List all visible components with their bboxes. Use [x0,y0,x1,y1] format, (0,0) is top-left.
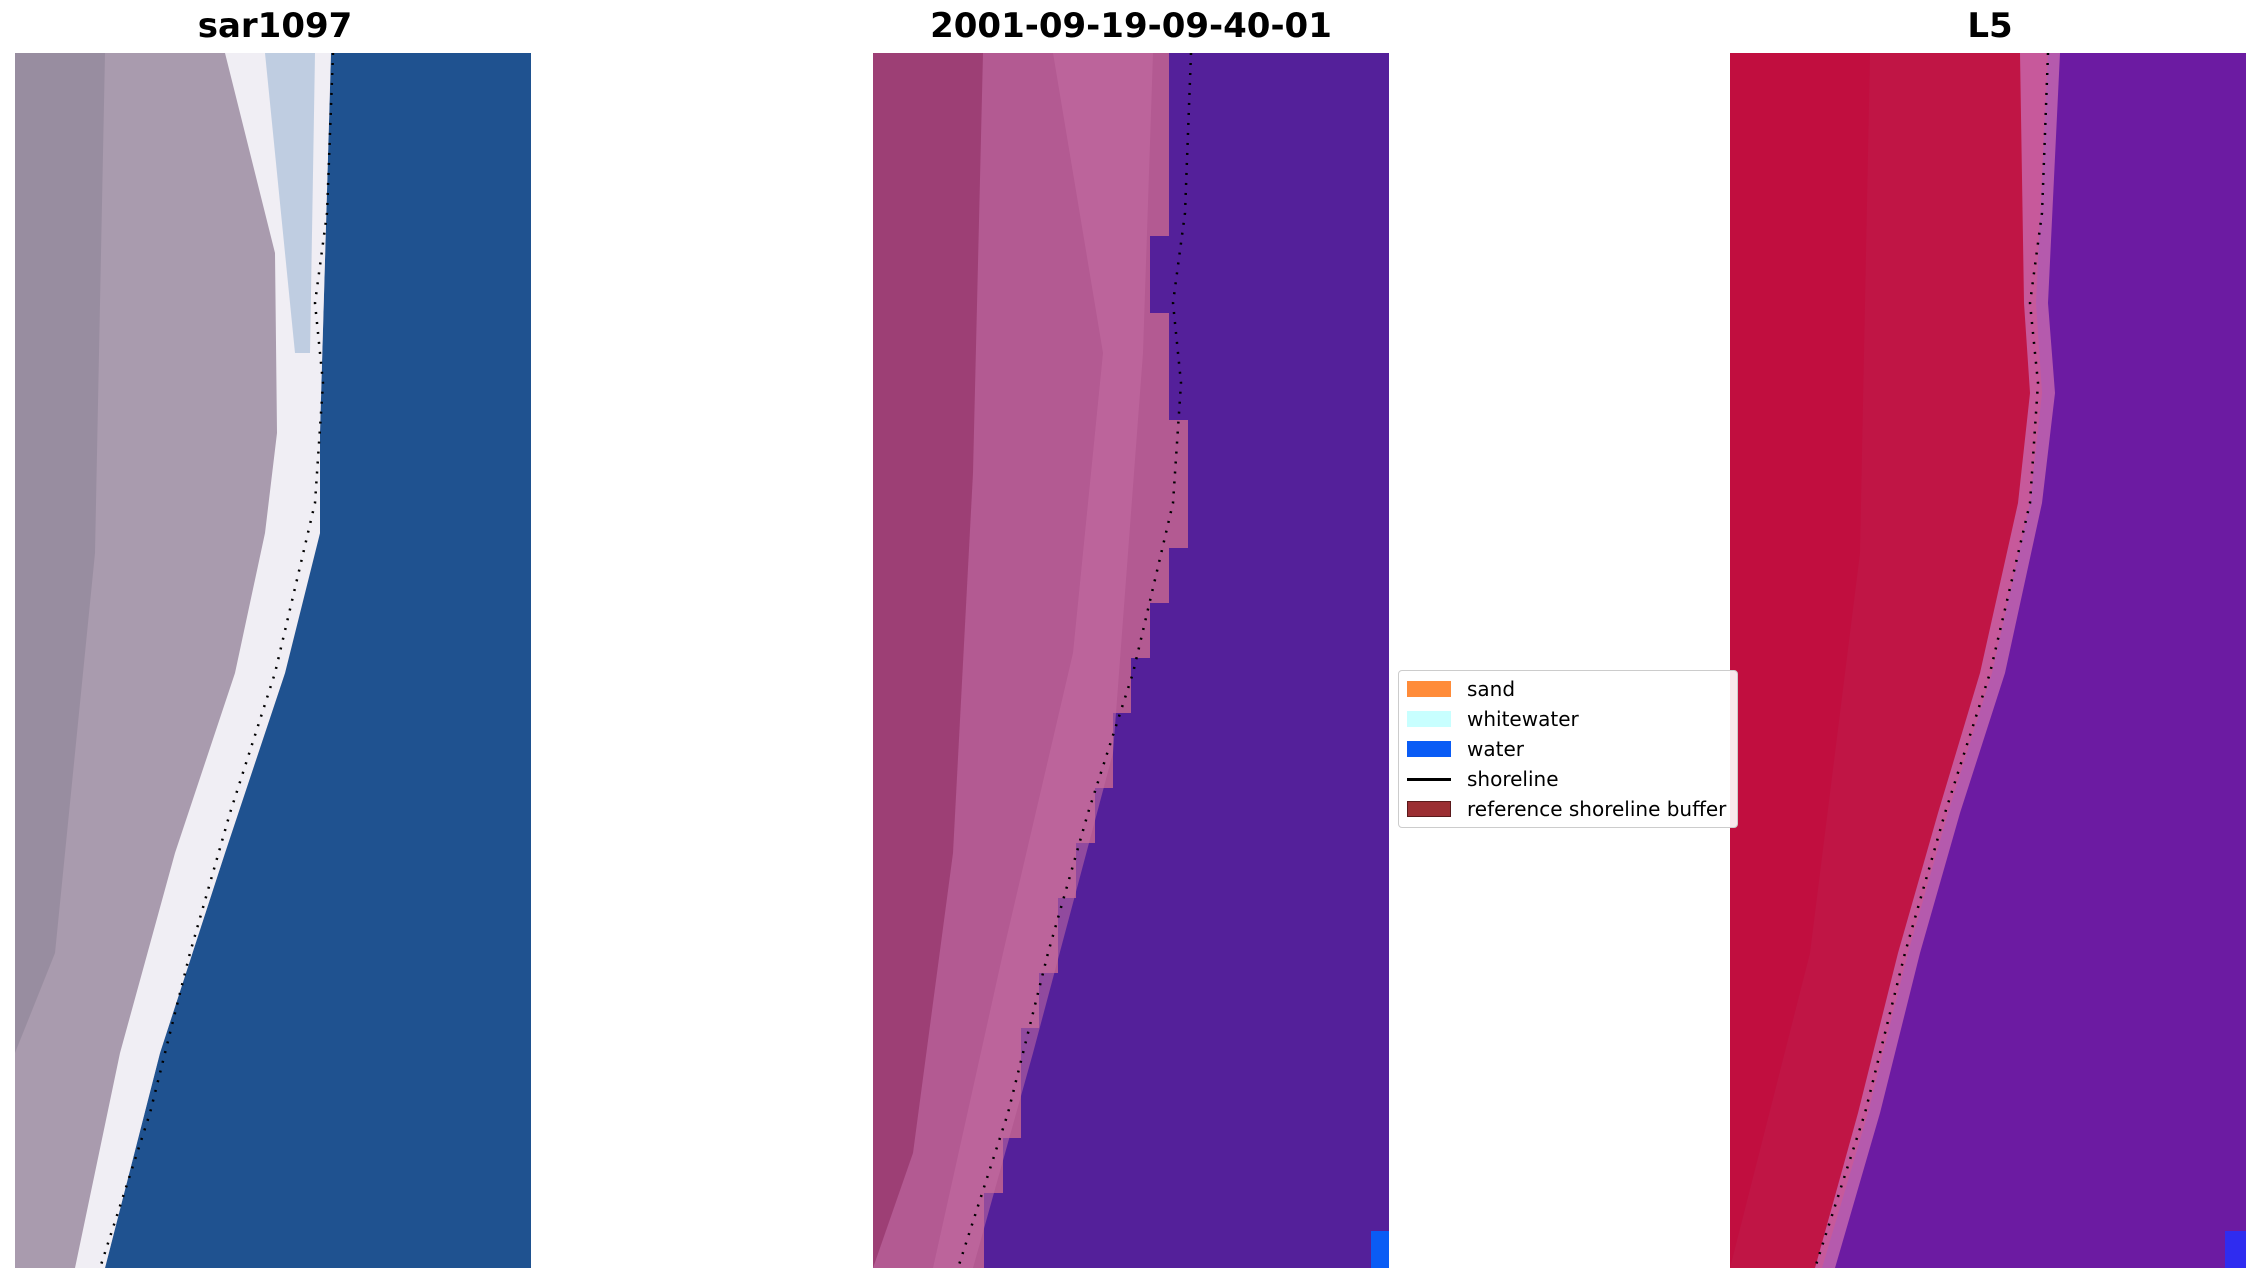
legend-item-water: water [1407,735,1524,763]
legend-label: sand [1467,677,1516,701]
whitewater-swatch [1407,711,1451,727]
legend-item-whitewater: whitewater [1407,705,1579,733]
legend-item-reference-buffer: reference shoreline buffer [1407,795,1726,823]
shoreline-line [1813,53,2050,1268]
shoreline-line [98,53,335,1268]
shoreline-line-swatch [1407,777,1451,781]
index-image [1730,53,2246,1268]
legend-label: whitewater [1467,707,1579,731]
panel-title-classified: 2001-09-19-09-40-01 [930,6,1332,46]
panel-title-index: L5 [1967,6,2013,46]
panel-title-rgb: sar1097 [197,6,353,46]
legend-item-shoreline: shoreline [1407,765,1559,793]
legend-item-sand: sand [1407,675,1515,703]
legend-label: reference shoreline buffer [1467,797,1727,821]
water-swatch [1407,741,1451,757]
index-image-panel [1730,53,2246,1268]
legend-label: shoreline [1467,767,1559,791]
classified-image-panel [873,53,1389,1268]
rgb-image-panel [15,53,531,1268]
shoreline-line [956,53,1193,1268]
legend: sand whitewater water shoreline referenc… [1398,670,1738,828]
classified-image [873,53,1389,1268]
reference-buffer-swatch [1407,801,1451,817]
legend-label: water [1467,737,1524,761]
sand-swatch [1407,681,1451,697]
rgb-image [15,53,531,1268]
